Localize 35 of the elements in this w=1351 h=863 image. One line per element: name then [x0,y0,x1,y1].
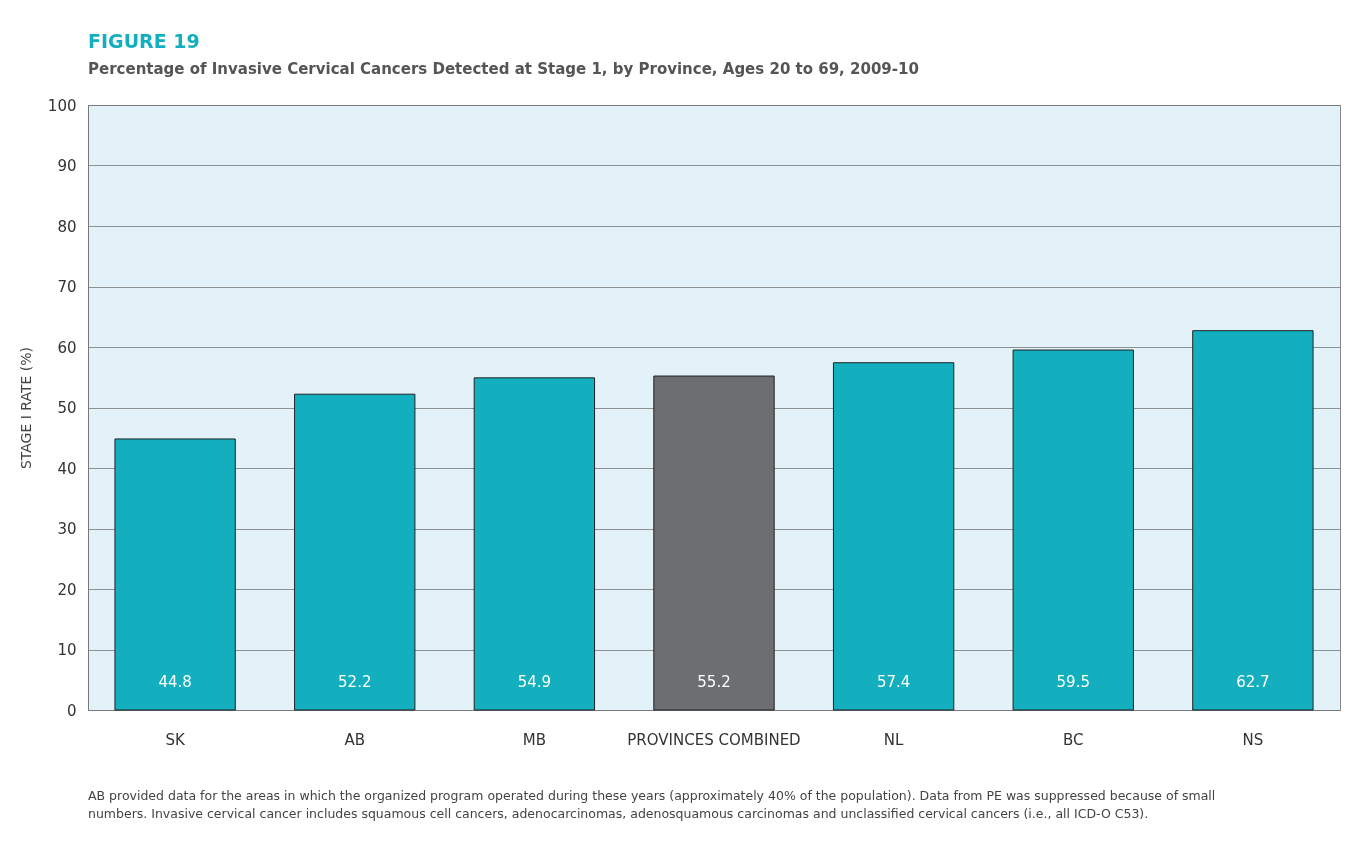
x-tick-label: BC [1063,730,1084,749]
chart-subtitle: Percentage of Invasive Cervical Cancers Detected at Stage 1, by Province, Ages 20 to 69, 2009-10 [88,60,920,78]
y-axis-title: STAGE I RATE (%) [17,346,34,470]
y-tick-label: 90 [57,157,77,175]
chart-title: FIGURE 19 [88,30,201,52]
data-label: 44.8 [158,673,192,691]
y-tick-label: 10 [57,641,77,659]
y-tick-label: 40 [57,459,77,478]
y-tick-label: 100 [47,96,77,115]
bar [832,362,955,711]
bar [473,377,596,711]
data-label: 57.4 [876,673,911,691]
data-label: 55.2 [697,673,731,691]
bar [1192,330,1314,711]
y-tick-label: 70 [57,278,77,296]
x-tick-label: SK [165,730,186,749]
x-tick-label: MB [522,730,546,749]
x-tick-label: NL [883,730,905,749]
y-tick-label: 60 [57,338,77,357]
y-tick-label: 50 [57,399,77,417]
bar [294,393,416,711]
data-label: 62.7 [1236,673,1270,691]
x-tick-label: AB [344,730,366,749]
data-label: 59.5 [1056,673,1090,691]
text: AB provided data for the areas in which the organized program operated during these years (approximately 40% of the population). Data from PE was suppressed because of small numbers. Invasive cervical cancer includes squamous cell cancers, adenocarcinomas, adenosquamous carcinomas and unclassified cervical cancers (i.e., all ICD-O C53). [87,787,1217,824]
x-tick-label: PROVINCES COMBINED [627,730,801,749]
data-label: 54.9 [517,673,552,691]
y-tick-label: 20 [57,580,77,599]
y-tick-label: 80 [57,217,77,236]
bar [114,438,236,711]
x-tick-label: NS [1242,730,1264,749]
data-label: 52.2 [338,673,372,691]
y-tick-label: 0 [66,701,77,720]
y-tick-label: 30 [57,520,77,538]
bar [1012,349,1134,711]
